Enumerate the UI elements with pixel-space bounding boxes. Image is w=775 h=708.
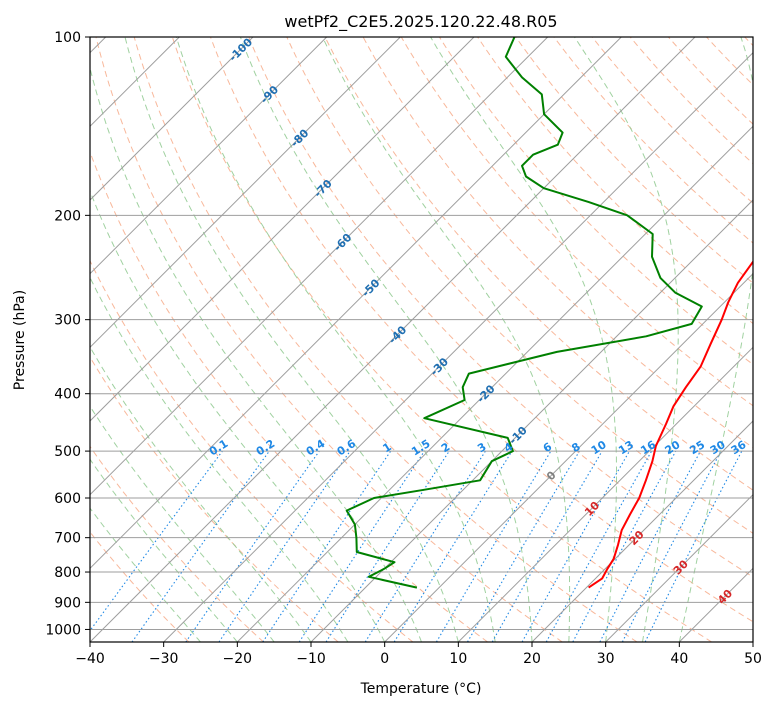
mixing-ratio-line [325, 450, 450, 642]
isotherm-line [457, 346, 753, 642]
moist-adiabat-line [678, 37, 753, 642]
chart-title: wetPf2_C2E5.2025.120.22.48.R05 [284, 12, 557, 32]
isotherm-line [90, 37, 475, 422]
y-axis-label: Pressure (hPa) [12, 290, 28, 390]
x-axis: −40 −30 −20 −10 0 10 20 30 40 50 [75, 642, 762, 667]
isotherm-line [90, 37, 622, 570]
y-tick-label: 800 [54, 565, 81, 581]
moist-adiabat-line [430, 37, 617, 642]
isotherm-line [90, 37, 549, 496]
dry-adiabat-line [629, 37, 753, 165]
mixing-ratio-line [644, 450, 743, 642]
isotherm-line [236, 125, 753, 642]
mixing-ratio-line [131, 450, 270, 642]
x-tick-label: −20 [223, 651, 253, 667]
dry-adiabat-line [171, 37, 712, 642]
y-tick-label: 500 [54, 444, 81, 460]
x-tick-label: 30 [597, 651, 615, 667]
x-tick-label: −10 [296, 651, 326, 667]
moist-adiabat-line [574, 37, 679, 642]
y-tick-label: 100 [54, 30, 81, 46]
y-tick-label: 400 [54, 387, 81, 403]
moist-adiabat-line [239, 37, 533, 642]
mixing-ratio-line [262, 450, 392, 642]
dry-adiabat-line [477, 37, 753, 325]
temperature-profile-line [588, 260, 753, 589]
dry-adiabat-line [95, 37, 563, 642]
dry-adiabat-line [591, 37, 753, 204]
x-tick-label: 50 [744, 651, 762, 667]
mixing-ratio-line [218, 450, 351, 642]
dry-adiabat-line [133, 37, 638, 642]
dry-adiabat-line [515, 37, 753, 284]
mixing-ratio-line [521, 450, 630, 642]
moist-adiabat-line [322, 37, 571, 642]
isotherm-line [605, 493, 753, 642]
isotherm-line [90, 37, 401, 349]
isotherm-line [384, 272, 753, 642]
dry-adiabat-line [324, 37, 753, 491]
isotherms [90, 37, 753, 642]
x-tick-label: 40 [670, 651, 688, 667]
isotherm-line [163, 51, 753, 642]
x-tick-label: −40 [75, 651, 105, 667]
y-tick-label: 900 [54, 595, 81, 611]
mixing-ratio-line [393, 450, 513, 642]
moist-adiabat-line [124, 37, 459, 642]
x-tick-label: 10 [449, 651, 467, 667]
dry-adiabat-line [90, 445, 264, 642]
isotherm-line [90, 37, 254, 201]
y-axis: 1000 900 800 700 600 500 400 300 200 100 [45, 30, 90, 638]
mixing-ratio-line [572, 450, 677, 642]
y-tick-label: 200 [54, 208, 81, 224]
y-tick-label: 700 [54, 531, 81, 547]
moist-adiabat-line [90, 65, 422, 642]
dry-adiabat-line [210, 37, 753, 623]
mixing-ratio-line [545, 450, 653, 642]
profile-series [345, 37, 753, 589]
x-tick-label: 20 [523, 651, 541, 667]
isotherm-line [90, 37, 328, 275]
dewpoint-profile-line [345, 37, 703, 589]
isotherm-line [90, 37, 696, 642]
dry-adiabat-line [90, 259, 414, 642]
x-tick-label: 0 [380, 651, 389, 667]
y-tick-label: 1000 [45, 622, 81, 638]
moist-adiabat-line [90, 458, 238, 642]
y-tick-label: 300 [54, 313, 81, 329]
x-tick-label: −30 [149, 651, 179, 667]
dry-adiabat-line [400, 37, 753, 407]
y-tick-label: 600 [54, 491, 81, 507]
plot-frame [89, 36, 754, 643]
mixing-ratio-line [185, 450, 320, 642]
pressure-gridlines [90, 37, 753, 630]
dry-adiabat-line [248, 37, 753, 578]
isotherm-line [531, 420, 753, 642]
mixing-ratio-line [90, 450, 223, 632]
isotherm-line [310, 199, 753, 642]
plot-area: 0.1 0.2 0.4 0.6 1 1.5 2 3 4 6 8 10 13 16 20 25 30 36-100-… [90, 37, 753, 642]
moist-adiabat-line [90, 507, 201, 642]
x-axis-label: Temperature (°C) [360, 681, 482, 697]
